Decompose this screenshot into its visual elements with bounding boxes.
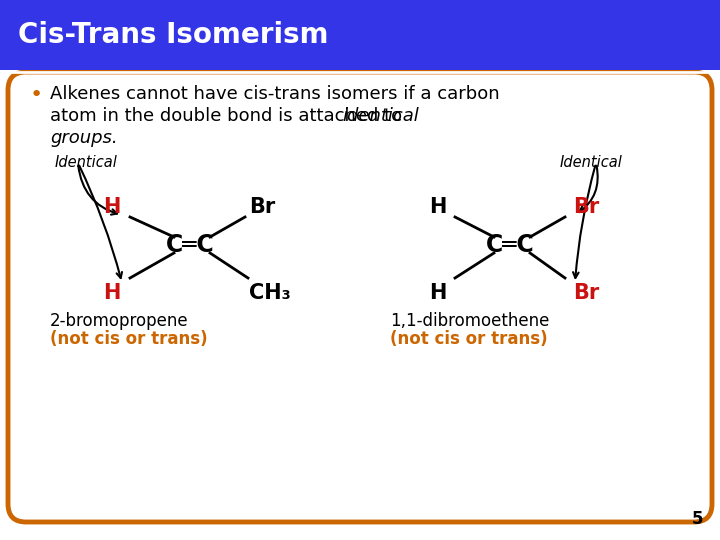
Text: identical: identical (342, 107, 419, 125)
Text: C═C: C═C (485, 233, 534, 257)
Text: CH₃: CH₃ (249, 283, 291, 303)
Text: 2-bromopropene: 2-bromopropene (50, 312, 189, 330)
FancyBboxPatch shape (8, 72, 712, 522)
Text: Identical: Identical (560, 155, 623, 170)
Text: (not cis or trans): (not cis or trans) (390, 330, 548, 348)
Text: (not cis or trans): (not cis or trans) (50, 330, 207, 348)
Text: groups.: groups. (50, 129, 117, 147)
Text: •: • (30, 85, 43, 105)
Text: Alkenes cannot have cis-trans isomers if a carbon: Alkenes cannot have cis-trans isomers if… (50, 85, 500, 103)
Text: Cis-Trans Isomerism: Cis-Trans Isomerism (18, 21, 328, 49)
Text: 5: 5 (691, 510, 703, 528)
Text: 1,1-dibromoethene: 1,1-dibromoethene (390, 312, 549, 330)
Text: H: H (429, 283, 446, 303)
Text: Identical: Identical (55, 155, 118, 170)
Text: H: H (103, 197, 121, 217)
Text: H: H (103, 283, 121, 303)
Text: atom in the double bond is attached to: atom in the double bond is attached to (50, 107, 408, 125)
Text: Br: Br (249, 197, 275, 217)
Text: C═C: C═C (166, 233, 215, 257)
Text: Br: Br (573, 197, 599, 217)
FancyBboxPatch shape (0, 0, 720, 70)
Text: H: H (429, 197, 446, 217)
Text: Br: Br (573, 283, 599, 303)
